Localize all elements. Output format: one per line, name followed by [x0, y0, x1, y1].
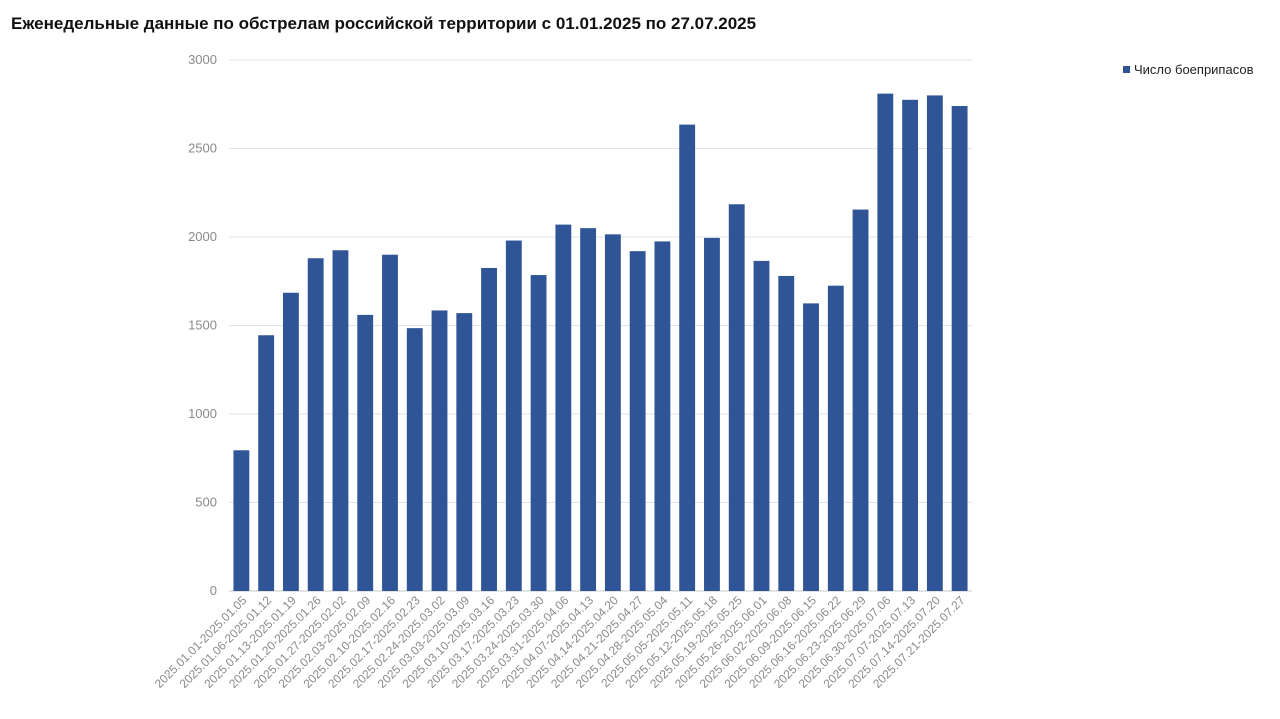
bar — [654, 241, 671, 592]
legend-swatch — [1123, 66, 1130, 73]
bar — [481, 267, 497, 591]
bar — [753, 260, 770, 591]
bar — [307, 258, 324, 591]
bar — [728, 204, 745, 591]
bar — [580, 228, 597, 591]
bar — [406, 328, 423, 591]
y-tick-label: 3000 — [188, 52, 217, 67]
y-tick-label: 1500 — [188, 318, 217, 333]
bar — [778, 275, 795, 591]
bar — [258, 335, 275, 591]
bar — [282, 292, 299, 591]
bar — [704, 237, 720, 591]
bar — [332, 250, 349, 591]
bar — [926, 95, 943, 592]
bar — [902, 99, 919, 591]
y-tick-label: 1000 — [188, 406, 217, 421]
bar — [382, 254, 398, 591]
bar — [877, 93, 894, 591]
bar — [233, 450, 250, 591]
bar — [951, 106, 968, 592]
legend-label: Число боеприпасов — [1134, 62, 1254, 77]
bar — [530, 275, 547, 591]
bar — [505, 240, 522, 592]
bar — [827, 285, 844, 591]
y-tick-label: 2000 — [188, 229, 217, 244]
y-tick-label: 0 — [210, 583, 217, 598]
bar — [357, 314, 374, 591]
y-tick-label: 2500 — [188, 141, 217, 156]
bar — [555, 224, 572, 592]
bar — [456, 313, 473, 591]
chart-title: Еженедельные данные по обстрелам российс… — [11, 14, 757, 33]
bar — [852, 209, 869, 591]
y-tick-label: 500 — [195, 495, 217, 510]
legend: Число боеприпасов — [1123, 62, 1254, 77]
bar — [679, 124, 696, 591]
bar — [803, 303, 819, 591]
bar — [629, 251, 646, 591]
bar — [604, 234, 621, 591]
bar — [431, 310, 448, 591]
